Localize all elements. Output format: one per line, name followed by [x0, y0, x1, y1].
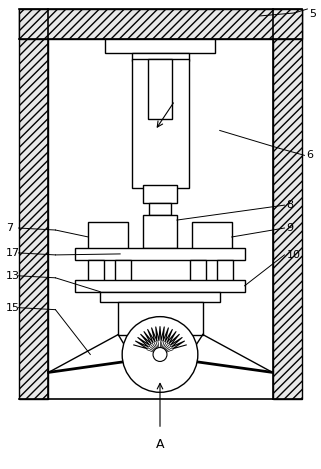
Bar	[88, 222, 128, 252]
Text: 10: 10	[286, 250, 300, 260]
Text: 8: 8	[286, 200, 294, 210]
Circle shape	[153, 348, 167, 362]
Bar	[192, 222, 232, 252]
Bar	[88, 260, 104, 282]
Bar	[190, 260, 206, 282]
Bar	[105, 39, 215, 53]
Bar	[217, 260, 233, 282]
Text: 7: 7	[6, 223, 13, 233]
Bar	[132, 59, 189, 188]
Text: 9: 9	[286, 223, 294, 233]
Text: 13: 13	[6, 271, 20, 281]
Bar	[132, 53, 189, 61]
Circle shape	[122, 317, 198, 392]
Bar	[118, 302, 203, 334]
Text: 5: 5	[309, 9, 317, 19]
Bar	[148, 59, 172, 119]
Text: 15: 15	[6, 303, 20, 313]
Bar	[19, 9, 48, 399]
Bar	[75, 248, 245, 260]
Text: A: A	[156, 438, 164, 451]
Bar	[115, 260, 131, 282]
Bar	[75, 280, 245, 292]
Text: 6: 6	[306, 151, 313, 160]
Text: 17: 17	[6, 248, 20, 258]
Bar	[143, 185, 177, 203]
Bar	[19, 9, 302, 39]
Bar	[149, 203, 171, 215]
Bar	[100, 292, 220, 302]
Bar	[273, 9, 302, 399]
Bar	[143, 215, 177, 248]
